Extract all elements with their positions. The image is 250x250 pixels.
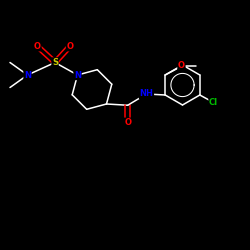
Text: Cl: Cl xyxy=(209,98,218,107)
Text: S: S xyxy=(52,58,58,67)
Text: O: O xyxy=(66,42,73,51)
Text: N: N xyxy=(24,70,31,80)
Text: NH: NH xyxy=(140,90,153,98)
Text: N: N xyxy=(74,70,81,80)
Text: O: O xyxy=(124,118,131,127)
Text: O: O xyxy=(34,42,41,51)
Text: O: O xyxy=(178,60,185,70)
